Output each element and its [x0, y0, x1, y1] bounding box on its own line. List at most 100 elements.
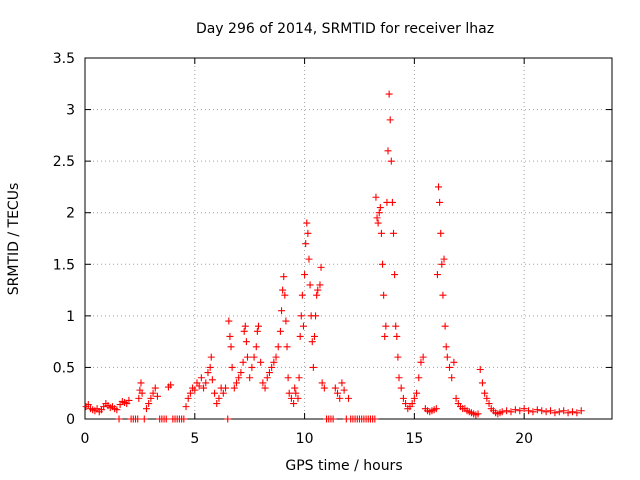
data-point	[498, 408, 506, 416]
y-tick-label: 3	[66, 103, 75, 119]
data-point	[318, 379, 326, 387]
data-point	[474, 410, 482, 418]
data-point	[237, 369, 245, 377]
data-point	[134, 415, 142, 423]
data-point	[393, 332, 401, 340]
data-point	[113, 406, 121, 414]
data-point	[259, 379, 267, 387]
y-tick-label: 3.5	[53, 51, 75, 67]
data-point	[485, 400, 493, 408]
data-point	[436, 198, 444, 206]
data-point	[250, 353, 258, 361]
data-point	[320, 384, 328, 392]
data-point	[379, 260, 387, 268]
x-tick-label: 5	[190, 431, 199, 447]
data-point	[261, 384, 269, 392]
data-point	[239, 358, 247, 366]
data-point	[225, 317, 233, 325]
data-point	[145, 400, 153, 408]
data-point	[377, 229, 385, 237]
data-point	[241, 322, 249, 330]
data-point	[263, 374, 271, 382]
data-point	[153, 392, 161, 400]
data-point	[303, 219, 311, 227]
data-point	[503, 407, 511, 415]
data-point	[280, 273, 288, 281]
data-point	[204, 369, 212, 377]
y-tick-label: 2	[66, 206, 75, 222]
plot-frame	[84, 57, 613, 420]
data-point	[242, 338, 250, 346]
data-point	[433, 271, 441, 279]
data-point	[573, 409, 581, 417]
data-point	[283, 343, 291, 351]
data-point	[371, 415, 379, 423]
data-point	[397, 384, 405, 392]
data-point	[542, 408, 550, 416]
data-point	[228, 363, 236, 371]
data-point	[338, 379, 346, 387]
data-point	[419, 353, 427, 361]
data-point	[151, 384, 159, 392]
data-point	[213, 400, 221, 408]
data-point	[448, 374, 456, 382]
data-point	[520, 405, 528, 413]
data-point	[560, 407, 568, 415]
data-point	[222, 384, 230, 392]
data-point	[180, 415, 188, 423]
data-point	[137, 379, 145, 387]
y-tick-label: 0.5	[53, 360, 75, 376]
data-point	[529, 408, 537, 416]
data-point	[287, 394, 295, 402]
data-point	[317, 263, 325, 271]
data-point	[432, 405, 440, 413]
data-point	[125, 396, 133, 404]
data-point	[295, 374, 303, 382]
data-point	[417, 358, 425, 366]
data-point	[306, 281, 314, 289]
data-point	[224, 415, 232, 423]
x-axis-label: GPS time / hours	[285, 458, 402, 474]
y-tick-label: 1.5	[53, 257, 75, 273]
data-point	[191, 386, 199, 394]
data-point	[230, 384, 238, 392]
data-point	[372, 193, 380, 201]
data-point	[380, 291, 388, 299]
data-point	[384, 147, 392, 155]
data-point	[525, 407, 533, 415]
x-tick-label: 15	[405, 431, 423, 447]
data-point	[577, 407, 585, 415]
data-point	[226, 332, 234, 340]
data-point	[382, 322, 390, 330]
data-point	[270, 358, 278, 366]
data-point	[481, 389, 489, 397]
data-point	[452, 394, 460, 402]
data-point	[329, 415, 337, 423]
data-points	[82, 90, 585, 423]
data-point	[162, 415, 170, 423]
data-point	[336, 394, 344, 402]
data-point	[376, 204, 384, 212]
data-point	[304, 229, 312, 237]
data-point	[281, 291, 289, 299]
data-point	[312, 312, 320, 320]
data-point	[507, 408, 515, 416]
data-point	[392, 322, 400, 330]
data-point	[197, 374, 205, 382]
data-point	[272, 353, 280, 361]
data-point	[564, 409, 572, 417]
data-point	[547, 407, 555, 415]
data-point	[140, 415, 148, 423]
x-tick-labels: 0 5 10 15 20	[81, 431, 534, 447]
data-point	[115, 415, 123, 423]
data-point	[314, 286, 322, 294]
data-point	[279, 286, 287, 294]
data-point	[211, 389, 219, 397]
data-point	[394, 353, 402, 361]
data-point	[483, 394, 491, 402]
data-point	[373, 214, 381, 222]
data-point	[402, 400, 410, 408]
chart-title: Day 296 of 2014, SRMTID for receiver lha…	[196, 21, 494, 37]
data-point	[248, 363, 256, 371]
